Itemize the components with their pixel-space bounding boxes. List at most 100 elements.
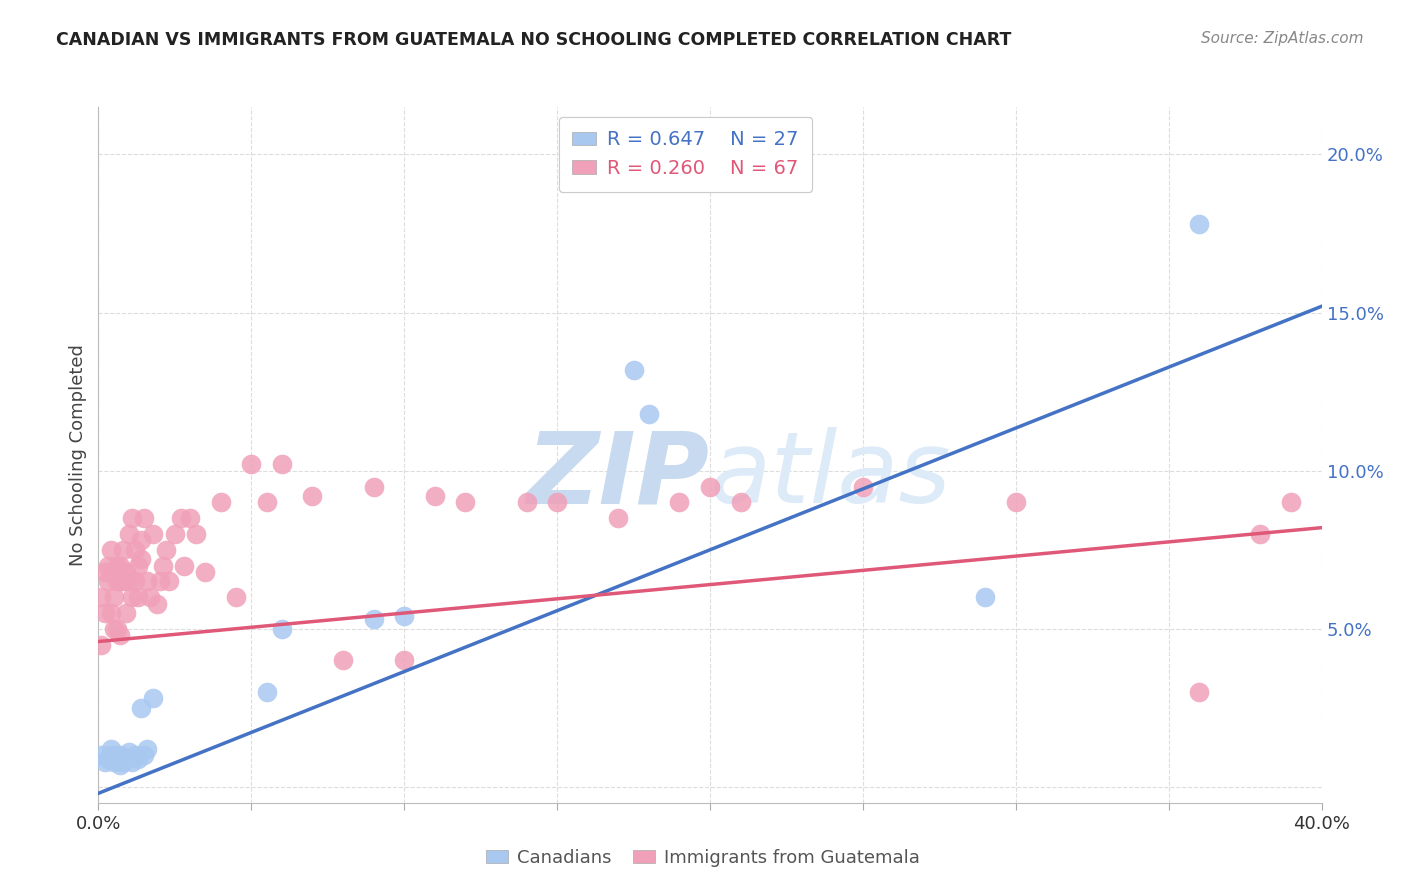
Point xyxy=(108,757,131,772)
Text: ZIP: ZIP xyxy=(527,427,710,524)
Point xyxy=(607,511,630,525)
Point xyxy=(1249,527,1271,541)
Point xyxy=(111,755,134,769)
Point xyxy=(93,755,115,769)
Point xyxy=(209,495,232,509)
Point xyxy=(111,542,134,557)
Point xyxy=(118,527,141,541)
Point xyxy=(152,558,174,573)
Point xyxy=(149,574,172,589)
Point xyxy=(730,495,752,509)
Point xyxy=(454,495,477,509)
Point xyxy=(129,701,152,715)
Point xyxy=(699,479,721,493)
Point xyxy=(103,755,125,769)
Point xyxy=(115,565,138,579)
Point xyxy=(1004,495,1026,509)
Point xyxy=(111,574,134,589)
Point xyxy=(142,527,165,541)
Point xyxy=(332,653,354,667)
Point xyxy=(1279,495,1302,509)
Point xyxy=(115,606,138,620)
Point xyxy=(139,591,162,605)
Point xyxy=(108,574,131,589)
Point xyxy=(108,628,131,642)
Point xyxy=(100,742,122,756)
Point xyxy=(240,458,263,472)
Point xyxy=(121,511,143,525)
Point xyxy=(516,495,538,509)
Point xyxy=(194,565,217,579)
Point xyxy=(118,574,141,589)
Text: Source: ZipAtlas.com: Source: ZipAtlas.com xyxy=(1201,31,1364,46)
Point xyxy=(93,565,115,579)
Point xyxy=(127,591,149,605)
Point xyxy=(392,609,416,624)
Legend: R = 0.647    N = 27, R = 0.260    N = 67: R = 0.647 N = 27, R = 0.260 N = 67 xyxy=(558,117,813,192)
Point xyxy=(129,533,152,548)
Point xyxy=(103,622,125,636)
Point xyxy=(363,479,385,493)
Point xyxy=(100,606,122,620)
Y-axis label: No Schooling Completed: No Schooling Completed xyxy=(69,344,87,566)
Point xyxy=(127,751,149,765)
Point xyxy=(256,495,278,509)
Point xyxy=(100,542,122,557)
Point xyxy=(256,685,278,699)
Point xyxy=(90,638,112,652)
Point xyxy=(105,558,128,573)
Point xyxy=(127,558,149,573)
Point xyxy=(974,591,997,605)
Point xyxy=(173,558,195,573)
Point xyxy=(100,748,122,763)
Point xyxy=(145,597,167,611)
Point xyxy=(97,574,120,589)
Point xyxy=(90,748,112,763)
Point xyxy=(93,606,115,620)
Point xyxy=(90,591,112,605)
Point xyxy=(136,742,159,756)
Point xyxy=(129,552,152,566)
Point xyxy=(118,745,141,759)
Point xyxy=(105,748,128,763)
Point xyxy=(157,574,180,589)
Point xyxy=(270,622,292,636)
Point xyxy=(105,622,128,636)
Legend: Canadians, Immigrants from Guatemala: Canadians, Immigrants from Guatemala xyxy=(479,842,927,874)
Point xyxy=(423,489,446,503)
Point xyxy=(392,653,416,667)
Point xyxy=(163,527,186,541)
Point xyxy=(179,511,201,525)
Point xyxy=(105,574,128,589)
Point xyxy=(852,479,875,493)
Point xyxy=(103,591,125,605)
Point xyxy=(1188,217,1211,231)
Text: atlas: atlas xyxy=(710,427,952,524)
Point xyxy=(134,748,156,763)
Point xyxy=(121,591,143,605)
Point xyxy=(301,489,323,503)
Point xyxy=(225,591,247,605)
Point xyxy=(155,542,177,557)
Point xyxy=(363,612,385,626)
Point xyxy=(142,691,165,706)
Point xyxy=(124,748,146,763)
Point xyxy=(124,542,146,557)
Point xyxy=(270,458,292,472)
Point xyxy=(108,558,131,573)
Point xyxy=(108,748,131,763)
Point xyxy=(136,574,159,589)
Point xyxy=(546,495,568,509)
Point xyxy=(637,407,661,421)
Point xyxy=(97,558,120,573)
Point xyxy=(170,511,193,525)
Point xyxy=(121,755,143,769)
Point xyxy=(668,495,690,509)
Point xyxy=(623,362,645,376)
Point xyxy=(97,751,120,765)
Point xyxy=(1188,685,1211,699)
Text: CANADIAN VS IMMIGRANTS FROM GUATEMALA NO SCHOOLING COMPLETED CORRELATION CHART: CANADIAN VS IMMIGRANTS FROM GUATEMALA NO… xyxy=(56,31,1011,49)
Point xyxy=(124,574,146,589)
Point xyxy=(134,511,156,525)
Point xyxy=(115,751,138,765)
